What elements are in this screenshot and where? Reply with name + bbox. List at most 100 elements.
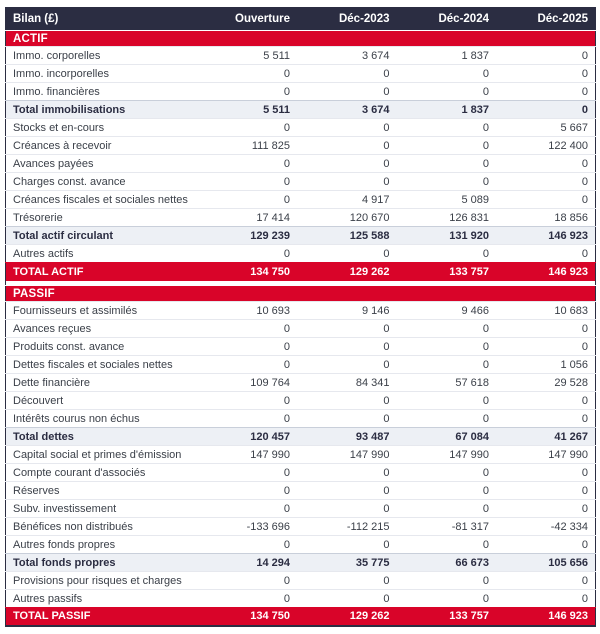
row-label: TOTAL ACTIF — [5, 262, 198, 281]
table-row: Immo. corporelles 5 511 3 674 1 837 0 — [5, 46, 596, 65]
cell-value: 0 — [496, 571, 596, 590]
header-cell-period: Déc-2024 — [396, 7, 496, 31]
cell-value: 105 656 — [496, 553, 596, 572]
cell-value: 0 — [197, 244, 297, 263]
row-label: Autres actifs — [5, 244, 198, 263]
row-label: TOTAL PASSIF — [5, 607, 198, 626]
cell-value: 0 — [396, 337, 496, 356]
cell-value: 0 — [396, 571, 496, 590]
table-row: Créances fiscales et sociales nettes 0 4 9… — [5, 190, 596, 209]
cell-value: 93 487 — [297, 427, 397, 446]
cell-value: 0 — [297, 64, 397, 83]
row-label: Autres fonds propres — [5, 535, 198, 554]
cell-value: 4 917 — [297, 190, 397, 209]
cell-value: 0 — [297, 337, 397, 356]
row-label: Stocks et en-cours — [5, 118, 198, 137]
grand-total-row: TOTAL PASSIF 134 750 129 262 133 757 146 923 — [5, 607, 596, 626]
section-label: ACTIF — [5, 30, 596, 47]
row-label: Dettes fiscales et sociales nettes — [5, 355, 198, 374]
cell-value: 1 056 — [496, 355, 596, 374]
cell-value: -112 215 — [297, 517, 397, 536]
table-row: Capital social et primes d'émission 147 9… — [5, 445, 596, 464]
cell-value: 0 — [496, 535, 596, 554]
cell-value: 0 — [496, 244, 596, 263]
cell-value: 0 — [297, 409, 397, 428]
cell-value: 146 923 — [496, 226, 596, 245]
cell-value: 134 750 — [197, 262, 297, 281]
row-label: Réserves — [5, 481, 198, 500]
row-label: Total immobilisations — [5, 100, 198, 119]
cell-value: 0 — [197, 64, 297, 83]
cell-value: 1 837 — [396, 46, 496, 65]
header-row: Bilan (£) Ouverture Déc-2023 Déc-2024 Déc-2… — [5, 7, 596, 31]
row-label: Produits const. avance — [5, 337, 198, 356]
row-label: Fournisseurs et assimilés — [5, 301, 198, 320]
cell-value: 0 — [496, 589, 596, 608]
cell-value: 0 — [396, 136, 496, 155]
cell-value: 147 990 — [496, 445, 596, 464]
cell-value: 0 — [297, 499, 397, 518]
cell-value: 0 — [496, 463, 596, 482]
table-row: Découvert 0 0 0 0 — [5, 391, 596, 410]
cell-value: 120 670 — [297, 208, 397, 227]
cell-value: 5 511 — [197, 100, 297, 119]
row-label: Total dettes — [5, 427, 198, 446]
cell-value: 29 528 — [496, 373, 596, 392]
cell-value: 5 089 — [396, 190, 496, 209]
cell-value: 111 825 — [197, 136, 297, 155]
table-row: Provisions pour risques et charges 0 0 0 0 — [5, 571, 596, 590]
row-label: Intérêts courus non échus — [5, 409, 198, 428]
header-cell-period: Déc-2023 — [297, 7, 397, 31]
table-row: Avances payées 0 0 0 0 — [5, 154, 596, 173]
cell-value: 0 — [297, 481, 397, 500]
cell-value: 0 — [496, 64, 596, 83]
row-label: Total fonds propres — [5, 553, 198, 572]
table-row: Bénéfices non distribués -133 696 -112 215… — [5, 517, 596, 536]
cell-value: 0 — [297, 319, 397, 338]
table-row: Réserves 0 0 0 0 — [5, 481, 596, 500]
row-label: Bénéfices non distribués — [5, 517, 198, 536]
row-label: Provisions pour risques et charges — [5, 571, 198, 590]
cell-value: 35 775 — [297, 553, 397, 572]
section-row: ACTIF — [5, 30, 596, 47]
header-cell-label: Bilan (£) — [5, 7, 198, 31]
subtotal-row: Total actif circulant 129 239 125 588 131 9… — [5, 226, 596, 245]
table-row: Immo. incorporelles 0 0 0 0 — [5, 64, 596, 83]
cell-value: 0 — [396, 244, 496, 263]
cell-value: 0 — [197, 319, 297, 338]
subtotal-row: Total dettes 120 457 93 487 67 084 41 267 — [5, 427, 596, 446]
row-label: Autres passifs — [5, 589, 198, 608]
cell-value: 0 — [297, 589, 397, 608]
cell-value: 0 — [297, 571, 397, 590]
cell-value: 57 618 — [396, 373, 496, 392]
cell-value: 146 923 — [496, 607, 596, 626]
table-row: Dette financière 109 764 84 341 57 618 29 52… — [5, 373, 596, 392]
cell-value: 0 — [297, 136, 397, 155]
table-row: Avances reçues 0 0 0 0 — [5, 319, 596, 338]
cell-value: 0 — [396, 154, 496, 173]
cell-value: 129 262 — [297, 607, 397, 626]
spacer-cell — [5, 280, 596, 286]
cell-value: 125 588 — [297, 226, 397, 245]
balance-sheet-table: Bilan (£) Ouverture Déc-2023 Déc-2024 Déc-2… — [5, 7, 596, 627]
cell-value: 0 — [197, 571, 297, 590]
cell-value: 0 — [396, 535, 496, 554]
row-label: Capital social et primes d'émission — [5, 445, 198, 464]
cell-value: 0 — [197, 355, 297, 374]
table-row: Fournisseurs et assimilés 10 693 9 146 9 46… — [5, 301, 596, 320]
cell-value: 5 511 — [197, 46, 297, 65]
cell-value: 0 — [197, 154, 297, 173]
cell-value: 0 — [197, 172, 297, 191]
cell-value: 0 — [197, 589, 297, 608]
cell-value: 66 673 — [396, 553, 496, 572]
cell-value: 84 341 — [297, 373, 397, 392]
cell-value: 122 400 — [496, 136, 596, 155]
table-row: Trésorerie 17 414 120 670 126 831 18 856 — [5, 208, 596, 227]
row-label: Compte courant d'associés — [5, 463, 198, 482]
row-label: Découvert — [5, 391, 198, 410]
cell-value: 3 674 — [297, 46, 397, 65]
cell-value: 0 — [496, 481, 596, 500]
cell-value: 0 — [396, 64, 496, 83]
cell-value: 0 — [396, 589, 496, 608]
